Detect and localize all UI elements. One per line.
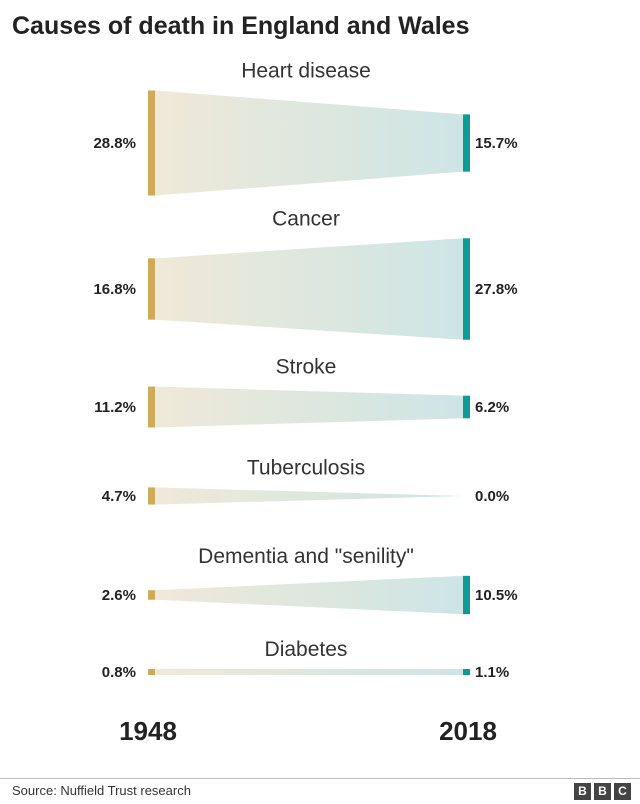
end-value-label: 6.2% xyxy=(475,399,509,416)
category-label: Cancer xyxy=(272,207,340,230)
end-value-label: 27.8% xyxy=(475,281,518,298)
start-value-label: 28.8% xyxy=(93,135,136,152)
end-bar xyxy=(463,238,470,340)
chart-title: Causes of death in England and Wales xyxy=(12,12,470,40)
start-bar xyxy=(148,258,155,320)
start-year-label: 1948 xyxy=(119,716,177,746)
end-value-label: 1.1% xyxy=(475,664,509,681)
logo-letter: C xyxy=(614,783,631,800)
source-note: Source: Nuffield Trust research xyxy=(12,783,191,798)
start-value-label: 16.8% xyxy=(93,281,136,298)
end-year-label: 2018 xyxy=(439,716,497,746)
start-bar xyxy=(148,590,155,600)
start-value-label: 11.2% xyxy=(94,399,136,416)
logo-letter: B xyxy=(594,783,611,800)
start-bar xyxy=(148,90,155,196)
end-bar xyxy=(463,114,470,172)
bbc-logo: B B C xyxy=(574,783,631,800)
flow-band xyxy=(155,669,463,675)
end-value-label: 10.5% xyxy=(475,587,518,604)
logo-letter: B xyxy=(574,783,591,800)
end-bar xyxy=(463,669,470,675)
start-value-label: 4.7% xyxy=(102,488,136,505)
end-bar xyxy=(463,575,470,615)
category-label: Tuberculosis xyxy=(247,456,365,479)
start-bar xyxy=(148,669,155,675)
flow-band xyxy=(155,487,463,505)
slope-chart: Heart disease 28.8% 15.7% Cancer 16.8% 27.8% S… xyxy=(93,59,518,746)
flow-band xyxy=(155,238,463,340)
end-bar xyxy=(463,395,470,419)
flow-band xyxy=(155,575,463,615)
start-value-label: 0.8% xyxy=(102,664,136,681)
flow-band xyxy=(155,386,463,428)
category-label: Dementia and "senility" xyxy=(198,545,414,568)
start-value-label: 2.6% xyxy=(102,587,136,604)
end-value-label: 0.0% xyxy=(475,488,509,505)
end-value-label: 15.7% xyxy=(475,135,518,152)
category-label: Stroke xyxy=(276,356,337,379)
start-bar xyxy=(148,487,155,505)
start-bar xyxy=(148,386,155,428)
category-label: Diabetes xyxy=(265,638,348,661)
category-label: Heart disease xyxy=(241,59,371,82)
flow-band xyxy=(155,90,463,196)
footer-divider xyxy=(0,778,640,779)
